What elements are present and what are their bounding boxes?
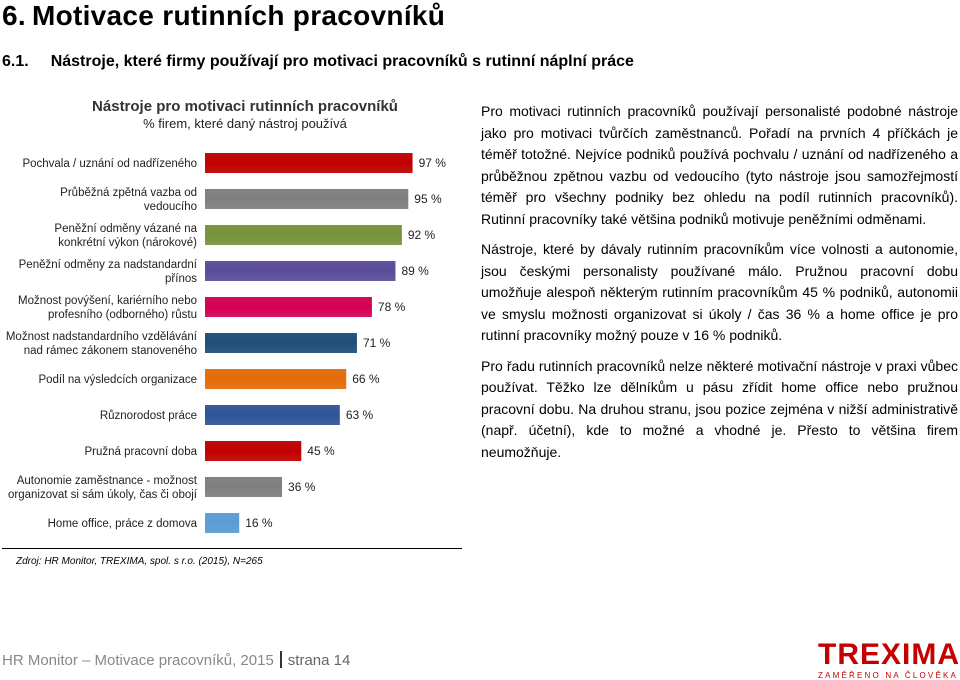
data-label: 45 % [307, 444, 335, 458]
category-label: Home office, práce z domova [48, 518, 198, 530]
data-label: 97 % [419, 156, 447, 170]
bar [205, 477, 283, 497]
section-heading: 6. Motivace rutinních pracovníků [2, 0, 445, 32]
category-label: Autonomie zaměstnance - možnost organizov… [8, 475, 198, 501]
section-number: 6. [2, 0, 26, 31]
category-label: Podíl na výsledcích organizace [38, 374, 197, 386]
chart-source: Zdroj: HR Monitor, TREXIMA, spol. s r.o.… [16, 556, 263, 567]
bar [205, 297, 372, 317]
subsection-number: 6.1. [2, 53, 29, 70]
chart-subtitle: % firem, které daný nástroj používá [143, 116, 347, 131]
data-label: 16 % [245, 516, 273, 530]
data-label: 36 % [288, 480, 316, 494]
bar [205, 405, 340, 425]
bar [205, 189, 409, 209]
bar [205, 153, 413, 173]
category-label: Možnost nadstandardního vzdělávání nad rá… [6, 331, 198, 357]
bar [205, 225, 402, 245]
section-title: Motivace rutinních pracovníků [31, 0, 446, 31]
category-label: Peněžní odměny vázané na konkrétní výkon … [54, 223, 197, 249]
data-label: 92 % [408, 228, 436, 242]
category-label: Možnost povýšení, kariérního nebo profesn… [18, 295, 197, 321]
page-footer: HR Monitor – Motivace pracovníků, 2015 st… [2, 651, 350, 669]
category-label: Pružná pracovní doba [84, 446, 197, 458]
bar [205, 369, 347, 389]
data-label: 71 % [363, 336, 391, 350]
data-label: 66 % [352, 372, 380, 386]
paragraph: Pro řadu rutinních pracovníků nelze někt… [481, 357, 958, 460]
category-label: Peněžní odměny za nadstandardní přínos [19, 259, 198, 285]
data-label: 95 % [414, 192, 442, 206]
data-label: 63 % [346, 408, 374, 422]
bar [205, 513, 240, 533]
source-divider [2, 548, 462, 549]
bar [205, 333, 357, 353]
subsection-title: Nástroje, které firmy používají pro moti… [50, 53, 634, 70]
trexima-logo: TREXIMA ZAMĚŘENO NA ČLOVĚKA [818, 638, 960, 680]
logo-tagline: ZAMĚŘENO NA ČLOVĚKA [818, 671, 959, 680]
paragraph: Pro motivaci rutinních pracovníků použív… [481, 103, 958, 227]
commentary-text: Pro motivaci rutinních pracovníků použív… [481, 101, 958, 472]
data-label: 78 % [378, 300, 406, 314]
bar [205, 261, 396, 281]
paragraph: Nástroje, které by dávaly rutinním praco… [481, 241, 958, 343]
chart-title: Nástroje pro motivaci rutinních pracovní… [92, 98, 398, 115]
logo-wordmark: TREXIMA [818, 638, 960, 671]
footer-title: HR Monitor – Motivace pracovníků, 2015 [2, 652, 274, 669]
data-label: 89 % [401, 264, 429, 278]
bar [205, 441, 302, 461]
category-label: Různorodost práce [100, 410, 197, 422]
footer-separator [279, 651, 282, 668]
footer-page-number: strana 14 [287, 652, 351, 669]
category-label: Pochvala / uznání od nadřízeného [22, 158, 197, 170]
bar-chart: Pochvala / uznání od nadřízeného 97 % Průb… [6, 153, 447, 533]
category-label: Průběžná zpětná vazba od vedoucího [60, 187, 197, 213]
subsection-heading: 6.1. Nástroje, které firmy používají pro … [2, 53, 634, 71]
